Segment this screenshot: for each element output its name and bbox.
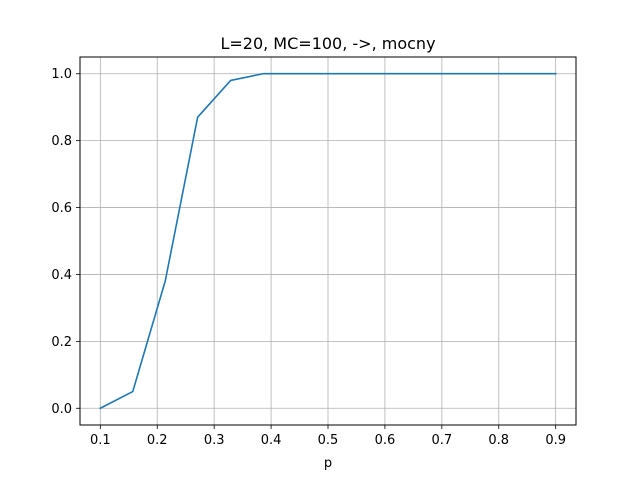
x-tick-label: 0.9	[545, 433, 566, 448]
x-tick-label: 0.1	[90, 433, 111, 448]
y-tick-label: 0.0	[51, 402, 72, 417]
tick-layer: 0.1 0.2 0.3 0.4 0.5 0.6 0.7 0.8 0.9 0.0 0.2 0.4 0.6 0…	[51, 67, 566, 448]
series-layer	[99, 72, 557, 410]
x-tick-label: 0.3	[204, 433, 225, 448]
y-tick-label: 1.0	[51, 67, 72, 82]
x-tick-label: 0.4	[261, 433, 282, 448]
x-axis-label: p	[324, 456, 332, 471]
x-tick-label: 0.2	[147, 433, 168, 448]
chart-title: L=20, MC=100, ->, mocny	[220, 34, 435, 53]
x-tick-label: 0.7	[431, 433, 452, 448]
y-tick-label: 0.2	[51, 335, 72, 350]
x-tick-label: 0.8	[488, 433, 509, 448]
x-tick-label: 0.6	[375, 433, 396, 448]
y-tick-label: 0.8	[51, 134, 72, 149]
grid-layer	[80, 57, 576, 425]
x-tick-label: 0.5	[318, 433, 339, 448]
y-tick-label: 0.6	[51, 201, 72, 216]
y-tick-label: 0.4	[51, 268, 72, 283]
series-line	[99, 72, 557, 410]
